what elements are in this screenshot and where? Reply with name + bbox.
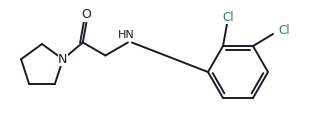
Text: HN: HN (117, 30, 134, 41)
Text: Cl: Cl (278, 23, 290, 37)
Text: N: N (58, 53, 68, 66)
Text: Cl: Cl (222, 11, 234, 23)
Text: O: O (82, 8, 92, 21)
